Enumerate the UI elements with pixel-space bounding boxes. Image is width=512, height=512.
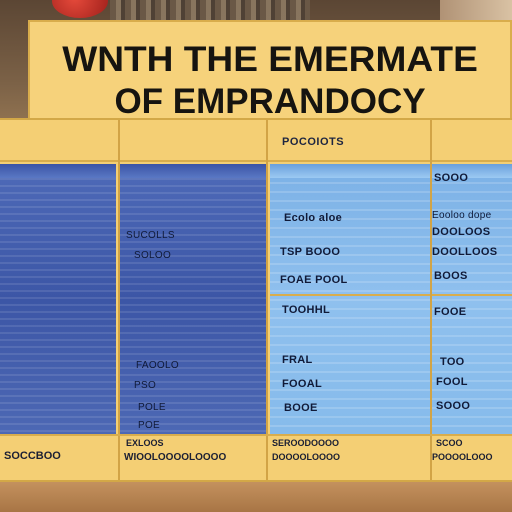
cell: POLE (138, 402, 166, 413)
cell: FOOAL (282, 378, 322, 390)
cell: SOOO (436, 400, 471, 412)
cell: FAOOLO (136, 360, 179, 371)
panel-header-stripe (120, 164, 266, 178)
cell: FOOE (434, 306, 467, 318)
title-line-2: OF EMPRANDOCY (114, 82, 426, 121)
column-header-3: POCOIOTS (282, 136, 345, 148)
column-2-panel: SUCOLLS SOLOO FAOOLO PSO POLE POE (120, 164, 266, 434)
cell: SOLOO (134, 250, 172, 261)
cell: SOOO (434, 172, 469, 184)
row-divider (432, 294, 512, 296)
title-line-1: WNTH THE EMERMATE (62, 40, 478, 79)
bookshelf (110, 0, 310, 22)
footer-cell: SOCCBOO (4, 450, 61, 462)
panel-header-stripe (270, 164, 430, 178)
panel-header-stripe (432, 164, 512, 178)
footer-cell: POOOOLOOO (432, 452, 493, 462)
column-3-panel: Ecolo aloe TSP BOOO FOAE POOL TOOHHL FRA… (270, 164, 430, 434)
cell: TOO (440, 356, 465, 368)
cell: DOOLLOOS (432, 246, 498, 258)
column-divider (266, 120, 268, 480)
cell: SUCOLLS (126, 230, 175, 241)
cell: PSO (134, 380, 157, 391)
column-1-panel (0, 164, 116, 434)
footer-cell: SEROODOOOO (272, 438, 340, 448)
table-board: POCOIOTS SUCOLLS SOLOO FAOOLO PSO POLE P… (0, 118, 512, 482)
column-divider (118, 120, 120, 480)
footer-divider (0, 434, 512, 436)
row-divider (270, 294, 430, 296)
window-light (440, 0, 512, 22)
cell: POE (138, 420, 161, 431)
cell: Eooloo dope (432, 210, 492, 221)
column-4-panel: SOOO Eooloo dope DOOLOOS DOOLLOOS BOOS F… (432, 164, 512, 434)
cell: Ecolo aloe (284, 212, 343, 224)
footer-cell: SCOO (436, 438, 463, 448)
header-divider (0, 160, 512, 162)
footer-cell: DOOOOLOOOO (272, 452, 341, 462)
title-sign: WNTH THE EMERMATE OF EMPRANDOCY (28, 20, 512, 121)
panel-header-stripe (0, 164, 116, 178)
cell: TSP BOOO (280, 246, 341, 258)
red-object (52, 0, 108, 18)
cell: FRAL (282, 354, 313, 366)
cell: BOOS (434, 270, 468, 282)
column-divider (430, 120, 432, 480)
cell: BOOE (284, 402, 318, 414)
footer-cell: WIOOLOOOOLOOOO (124, 452, 227, 463)
cell: DOOLOOS (432, 226, 491, 238)
cell: TOOHHL (282, 304, 331, 316)
footer-cell: EXLOOS (126, 438, 164, 448)
cell: FOAE POOL (280, 274, 348, 286)
cell: FOOL (436, 376, 468, 388)
